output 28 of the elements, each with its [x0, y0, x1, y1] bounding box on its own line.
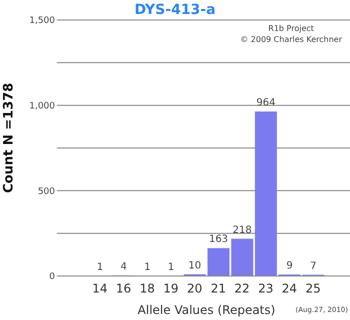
y-tick-label: 0 — [49, 272, 56, 282]
text: 1,000 — [29, 102, 55, 112]
annotation: R1b Project — [267, 23, 315, 34]
data-label: 9 — [286, 260, 293, 272]
data-label: 10 — [188, 260, 202, 272]
x-tick-label: 14 — [92, 282, 108, 296]
chart-title: DYS-413-a — [133, 2, 217, 18]
x-tick-label: 25 — [306, 282, 321, 296]
x-tick-label: 24 — [282, 282, 298, 296]
x-tick-label: 23 — [258, 282, 274, 296]
text: 1,500 — [29, 16, 55, 26]
y-axis-title: Count N =1378 — [2, 82, 17, 193]
x-tick-label: 22 — [234, 282, 250, 296]
y-tick-label: 500 — [38, 186, 56, 197]
data-label: 218 — [232, 224, 252, 236]
x-axis-title: Allele Values (Repeats) — [138, 303, 276, 317]
x-tick-label: 18 — [140, 282, 155, 296]
annotation: © 2009 Charles Kerchner — [240, 34, 342, 45]
x-tick-label: 16 — [116, 282, 132, 296]
data-label: 4 — [120, 261, 127, 272]
x-tick-label: 19 — [163, 282, 179, 296]
data-label: 163 — [208, 234, 228, 246]
x-tick-label: 21 — [210, 282, 226, 296]
x-tick-label: 20 — [187, 282, 202, 296]
data-label: 1 — [96, 262, 104, 273]
data-label: 1 — [168, 262, 174, 273]
data-label: 1 — [144, 262, 151, 273]
data-label: 7 — [310, 260, 316, 272]
